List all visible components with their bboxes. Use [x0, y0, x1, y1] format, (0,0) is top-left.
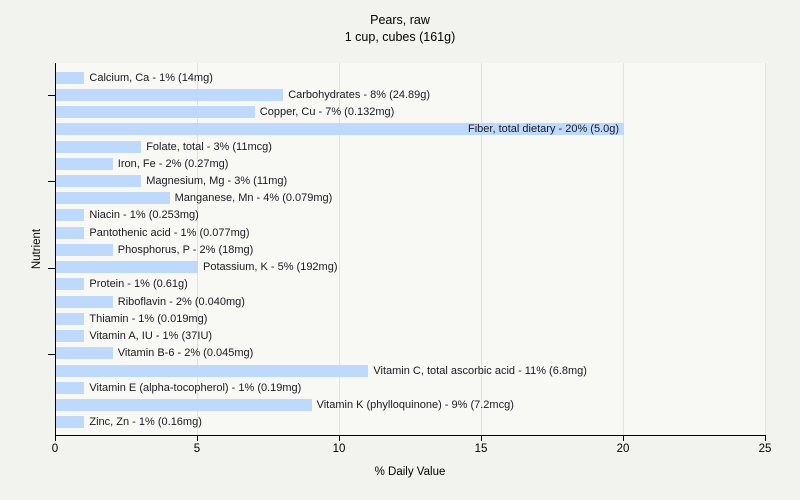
- bar-label: Potassium, K - 5% (192mg): [203, 261, 338, 274]
- bar-label: Fiber, total dietary - 20% (5.0g): [468, 123, 620, 136]
- chart-subtitle: 1 cup, cubes (161g): [344, 30, 456, 44]
- bar-row: Pantothenic acid - 1% (0.077mg): [56, 224, 766, 241]
- bar-row: Calcium, Ca - 1% (14mg): [56, 69, 766, 86]
- y-tick: [48, 353, 55, 355]
- bar-label: Calcium, Ca - 1% (14mg): [89, 71, 213, 84]
- bar-label: Vitamin B-6 - 2% (0.045mg): [117, 347, 254, 360]
- bar: [56, 312, 85, 325]
- bar-row: Copper, Cu - 7% (0.132mg): [56, 103, 766, 120]
- x-tick-label: 0: [51, 443, 59, 455]
- bar-label: Carbohydrates - 8% (24.89g): [288, 88, 431, 101]
- bar-row: Carbohydrates - 8% (24.89g): [56, 86, 766, 103]
- bar: [56, 243, 113, 256]
- bar: [56, 192, 170, 205]
- bar: [56, 330, 85, 343]
- gridline-10: [339, 63, 340, 435]
- x-tick: [197, 436, 198, 441]
- bar-row: Iron, Fe - 2% (0.27mg): [56, 155, 766, 172]
- bar-row: Vitamin K (phylloquinone) - 9% (7.2mcg): [56, 396, 766, 413]
- bar-row: Protein - 1% (0.61g): [56, 276, 766, 293]
- bar-row: Niacin - 1% (0.253mg): [56, 207, 766, 224]
- bar: [56, 278, 85, 291]
- gridline-15: [481, 63, 482, 435]
- bar-label: Magnesium, Mg - 3% (11mg): [146, 175, 288, 188]
- bar-label: Manganese, Mn - 4% (0.079mg): [174, 192, 333, 205]
- x-tick: [481, 436, 482, 441]
- bar-row: Zinc, Zn - 1% (0.16mg): [56, 414, 766, 431]
- bar: [56, 88, 284, 101]
- bar-row: Vitamin E (alpha-tocopherol) - 1% (0.19m…: [56, 379, 766, 396]
- bar-label: Copper, Cu - 7% (0.132mg): [259, 106, 395, 119]
- bar-row: Fiber, total dietary - 20% (5.0g): [56, 121, 766, 138]
- x-tick-label: 25: [758, 443, 772, 455]
- bar: [56, 364, 369, 377]
- bar: [56, 106, 255, 119]
- bar: [56, 416, 85, 429]
- bar-label: Phosphorus, P - 2% (18mg): [117, 243, 254, 256]
- bar-label: Vitamin A, IU - 1% (37IU): [89, 330, 213, 343]
- bar-row: Magnesium, Mg - 3% (11mg): [56, 172, 766, 189]
- bar-rows: Calcium, Ca - 1% (14mg) Carbohydrates - 8…: [56, 63, 766, 435]
- bar-row: Manganese, Mn - 4% (0.079mg): [56, 190, 766, 207]
- gridline-5: [197, 63, 198, 435]
- chart-title-block: Pears, raw 1 cup, cubes (161g): [0, 12, 800, 46]
- bar: [56, 157, 113, 170]
- chart-title: Pears, raw: [370, 13, 430, 27]
- bar-label: Iron, Fe - 2% (0.27mg): [117, 157, 229, 170]
- x-tick: [765, 436, 766, 441]
- bar-row: Thiamin - 1% (0.019mg): [56, 310, 766, 327]
- y-axis-title: Nutrient: [31, 228, 43, 270]
- bar-label: Pantothenic acid - 1% (0.077mg): [89, 226, 250, 239]
- y-tick: [48, 180, 55, 182]
- bar-label: Protein - 1% (0.61g): [89, 278, 188, 291]
- bar-row: Folate, total - 3% (11mcg): [56, 138, 766, 155]
- bar-label: Vitamin K (phylloquinone) - 9% (7.2mcg): [316, 399, 514, 412]
- x-tick: [623, 436, 624, 441]
- bar-label: Folate, total - 3% (11mcg): [146, 140, 272, 153]
- bar: [56, 71, 85, 84]
- bar-row: Riboflavin - 2% (0.040mg): [56, 293, 766, 310]
- bar: [56, 140, 142, 153]
- y-tick: [48, 94, 55, 96]
- bar-row: Vitamin C, total ascorbic acid - 11% (6.…: [56, 362, 766, 379]
- bar-row: Vitamin B-6 - 2% (0.045mg): [56, 345, 766, 362]
- x-tick: [55, 436, 56, 441]
- bar-row: Potassium, K - 5% (192mg): [56, 259, 766, 276]
- bar: [56, 261, 198, 274]
- x-tick-label: 20: [616, 443, 630, 455]
- plot-area: Calcium, Ca - 1% (14mg) Carbohydrates - 8…: [48, 63, 766, 436]
- bar: [56, 175, 142, 188]
- bar-label: Thiamin - 1% (0.019mg): [89, 312, 208, 325]
- x-tick-label: 10: [332, 443, 346, 455]
- bar-label: Vitamin E (alpha-tocopherol) - 1% (0.19m…: [89, 381, 302, 394]
- gridline-25: [765, 63, 766, 435]
- bar-label: Zinc, Zn - 1% (0.16mg): [89, 416, 202, 429]
- y-tick: [48, 267, 55, 269]
- gridline-20: [623, 63, 624, 435]
- bar: [56, 347, 113, 360]
- x-tick: [339, 436, 340, 441]
- bar-label: Riboflavin - 2% (0.040mg): [117, 295, 245, 308]
- bar: [56, 381, 85, 394]
- bar: [56, 399, 312, 412]
- x-axis-title: % Daily Value: [374, 466, 446, 478]
- bar: [56, 295, 113, 308]
- bar-row: Phosphorus, P - 2% (18mg): [56, 241, 766, 258]
- bar: [56, 123, 624, 136]
- bar-label: Niacin - 1% (0.253mg): [89, 209, 199, 222]
- bar-row: Vitamin A, IU - 1% (37IU): [56, 328, 766, 345]
- bar: [56, 209, 85, 222]
- x-tick-label: 15: [474, 443, 488, 455]
- x-tick-label: 5: [193, 443, 201, 455]
- bar: [56, 226, 85, 239]
- bar-label: Vitamin C, total ascorbic acid - 11% (6.…: [373, 364, 587, 377]
